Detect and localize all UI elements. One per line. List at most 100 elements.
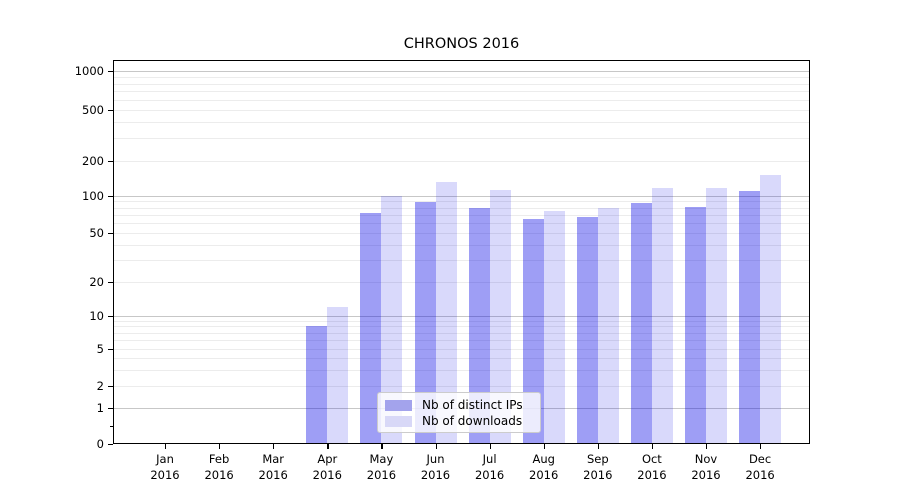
bar-downloads-aug <box>543 211 565 444</box>
gridline-1000 <box>113 71 810 72</box>
bar-ips-may <box>360 212 382 444</box>
gridline-600 <box>113 99 810 101</box>
chart-title: CHRONOS 2016 <box>403 36 520 52</box>
gridline-80 <box>113 207 810 209</box>
xtick-label-jun: Jun 2016 <box>420 452 451 482</box>
ytick-mark-200 <box>108 160 113 162</box>
ytick-label-500: 500 <box>82 103 104 117</box>
xtick-mark-sep <box>597 444 600 449</box>
ytick-mark-100 <box>108 195 113 197</box>
ytick-label-20: 20 <box>89 274 104 289</box>
bar-downloads-may <box>381 195 403 444</box>
bar-ips-apr <box>306 326 328 444</box>
gridline-4 <box>113 358 810 359</box>
gridline-500 <box>113 110 810 111</box>
xtick-label-feb: Feb 2016 <box>204 452 234 482</box>
xtick-mark-jul <box>489 444 491 449</box>
bar-downloads-nov <box>706 187 727 444</box>
ytick-mark-500 <box>108 110 113 112</box>
gridline-200 <box>113 160 810 162</box>
gridline-7 <box>113 332 810 334</box>
xtick-label-jul: Jul 2016 <box>474 452 505 482</box>
bar-ips-jul <box>468 207 490 444</box>
legend-label-downloads: Nb of downloads <box>422 414 523 428</box>
xtick-mark-mar <box>273 444 275 449</box>
ytick-mark-10 <box>108 315 113 317</box>
xtick-label-jan: Jan 2016 <box>150 452 180 482</box>
xtick-label-aug: Aug 2016 <box>529 452 559 482</box>
legend-swatch-distinct-ips <box>385 399 412 411</box>
bar-downloads-sep <box>597 208 619 444</box>
gridline-20 <box>113 281 810 283</box>
legend-item-distinct-ips: Nb of distinct IPs <box>385 398 532 412</box>
xtick-label-apr: Apr 2016 <box>312 452 342 482</box>
gridline-9 <box>113 320 810 322</box>
gridline-6 <box>113 340 810 342</box>
xtick-label-dec: Dec 2016 <box>745 452 775 482</box>
ytick-mark-20 <box>108 281 113 283</box>
bars-layer <box>113 60 810 444</box>
xtick-mark-feb <box>219 444 221 449</box>
xtick-mark-may <box>381 444 383 449</box>
legend-swatch-downloads <box>385 415 412 427</box>
gridline-700 <box>113 91 810 93</box>
ytick-mark-5 <box>108 349 113 351</box>
grid-layer <box>113 60 810 444</box>
gridline-90 <box>113 201 810 203</box>
bar-downloads-jun <box>435 182 457 444</box>
bar-downloads-dec <box>760 175 782 444</box>
ytick-mark-1 <box>108 407 113 409</box>
xtick-mark-apr <box>327 444 329 449</box>
xtick-label-oct: Oct 2016 <box>637 452 667 482</box>
ytick-label-100: 100 <box>82 188 104 203</box>
gridline-300 <box>113 138 810 140</box>
xtick-mark-oct <box>651 444 654 449</box>
gridline-400 <box>113 122 810 124</box>
gridline-100 <box>113 195 810 197</box>
legend-item-downloads: Nb of downloads <box>385 414 532 428</box>
gridline-900 <box>113 76 810 78</box>
bar-downloads-jul <box>489 190 511 444</box>
ytick-label-0: 0 <box>96 437 104 451</box>
xtick-mark-aug <box>543 444 545 449</box>
gridline-60 <box>113 223 810 225</box>
bar-ips-oct <box>630 203 652 444</box>
xtick-label-may: May 2016 <box>366 452 397 482</box>
gridline-3 <box>113 369 810 371</box>
gridline-30 <box>113 260 810 262</box>
gridline-50 <box>113 233 810 234</box>
ytick-label-10: 10 <box>89 308 104 323</box>
ytick-mark-2 <box>108 386 113 388</box>
bar-ips-sep <box>576 217 598 444</box>
gridline-2 <box>113 386 810 387</box>
ytick-mark-minor <box>110 425 113 427</box>
ytick-label-50: 50 <box>89 226 104 240</box>
legend-label-distinct-ips: Nb of distinct IPs <box>422 398 523 412</box>
bar-ips-nov <box>685 206 706 444</box>
plot-area <box>113 60 810 444</box>
gridline-8 <box>113 326 810 328</box>
bar-downloads-oct <box>651 188 673 444</box>
gridline-800 <box>113 83 810 85</box>
ytick-label-200: 200 <box>82 153 104 168</box>
gridline-40 <box>113 244 810 246</box>
xtick-label-nov: Nov 2016 <box>691 452 721 482</box>
xtick-mark-dec <box>760 444 762 449</box>
ytick-mark-0 <box>108 444 113 446</box>
xtick-mark-jan <box>165 444 167 449</box>
ytick-mark-1000 <box>108 71 113 73</box>
gridline-5 <box>113 349 810 350</box>
legend: Nb of distinct IPs Nb of downloads <box>377 392 541 433</box>
ytick-label-5: 5 <box>96 342 104 356</box>
ytick-label-1: 1 <box>96 400 104 415</box>
xtick-mark-jun <box>435 444 437 449</box>
xtick-mark-nov <box>706 444 708 449</box>
gridline-10 <box>113 315 810 317</box>
ytick-label-1000: 1000 <box>74 64 104 78</box>
ytick-mark-50 <box>108 233 113 235</box>
bar-ips-dec <box>739 190 761 444</box>
bar-ips-aug <box>522 218 544 444</box>
bar-downloads-apr <box>327 306 349 444</box>
bar-ips-jun <box>414 202 436 444</box>
